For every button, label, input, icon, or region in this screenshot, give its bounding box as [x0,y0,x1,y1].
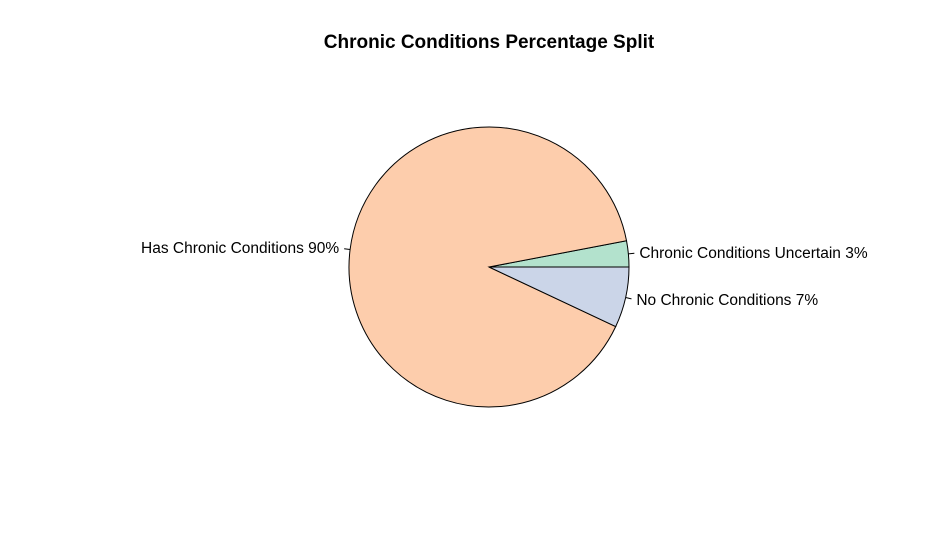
pie-label-1: Has Chronic Conditions 90% [141,240,339,257]
chart-title: Chronic Conditions Percentage Split [324,32,655,53]
pie-slices [348,126,630,408]
pie-slice-2 [488,266,630,328]
pie-label-tick-0 [628,252,635,255]
pie-label-2: No Chronic Conditions 7% [636,292,818,309]
pie-label-tick-1 [344,248,351,250]
pie-label-tick-2 [625,297,632,300]
pie-slice-1 [348,126,628,408]
pie-label-0: Chronic Conditions Uncertain 3% [639,245,868,262]
pie-labels: Chronic Conditions Uncertain 3% Has Chron… [141,240,868,309]
